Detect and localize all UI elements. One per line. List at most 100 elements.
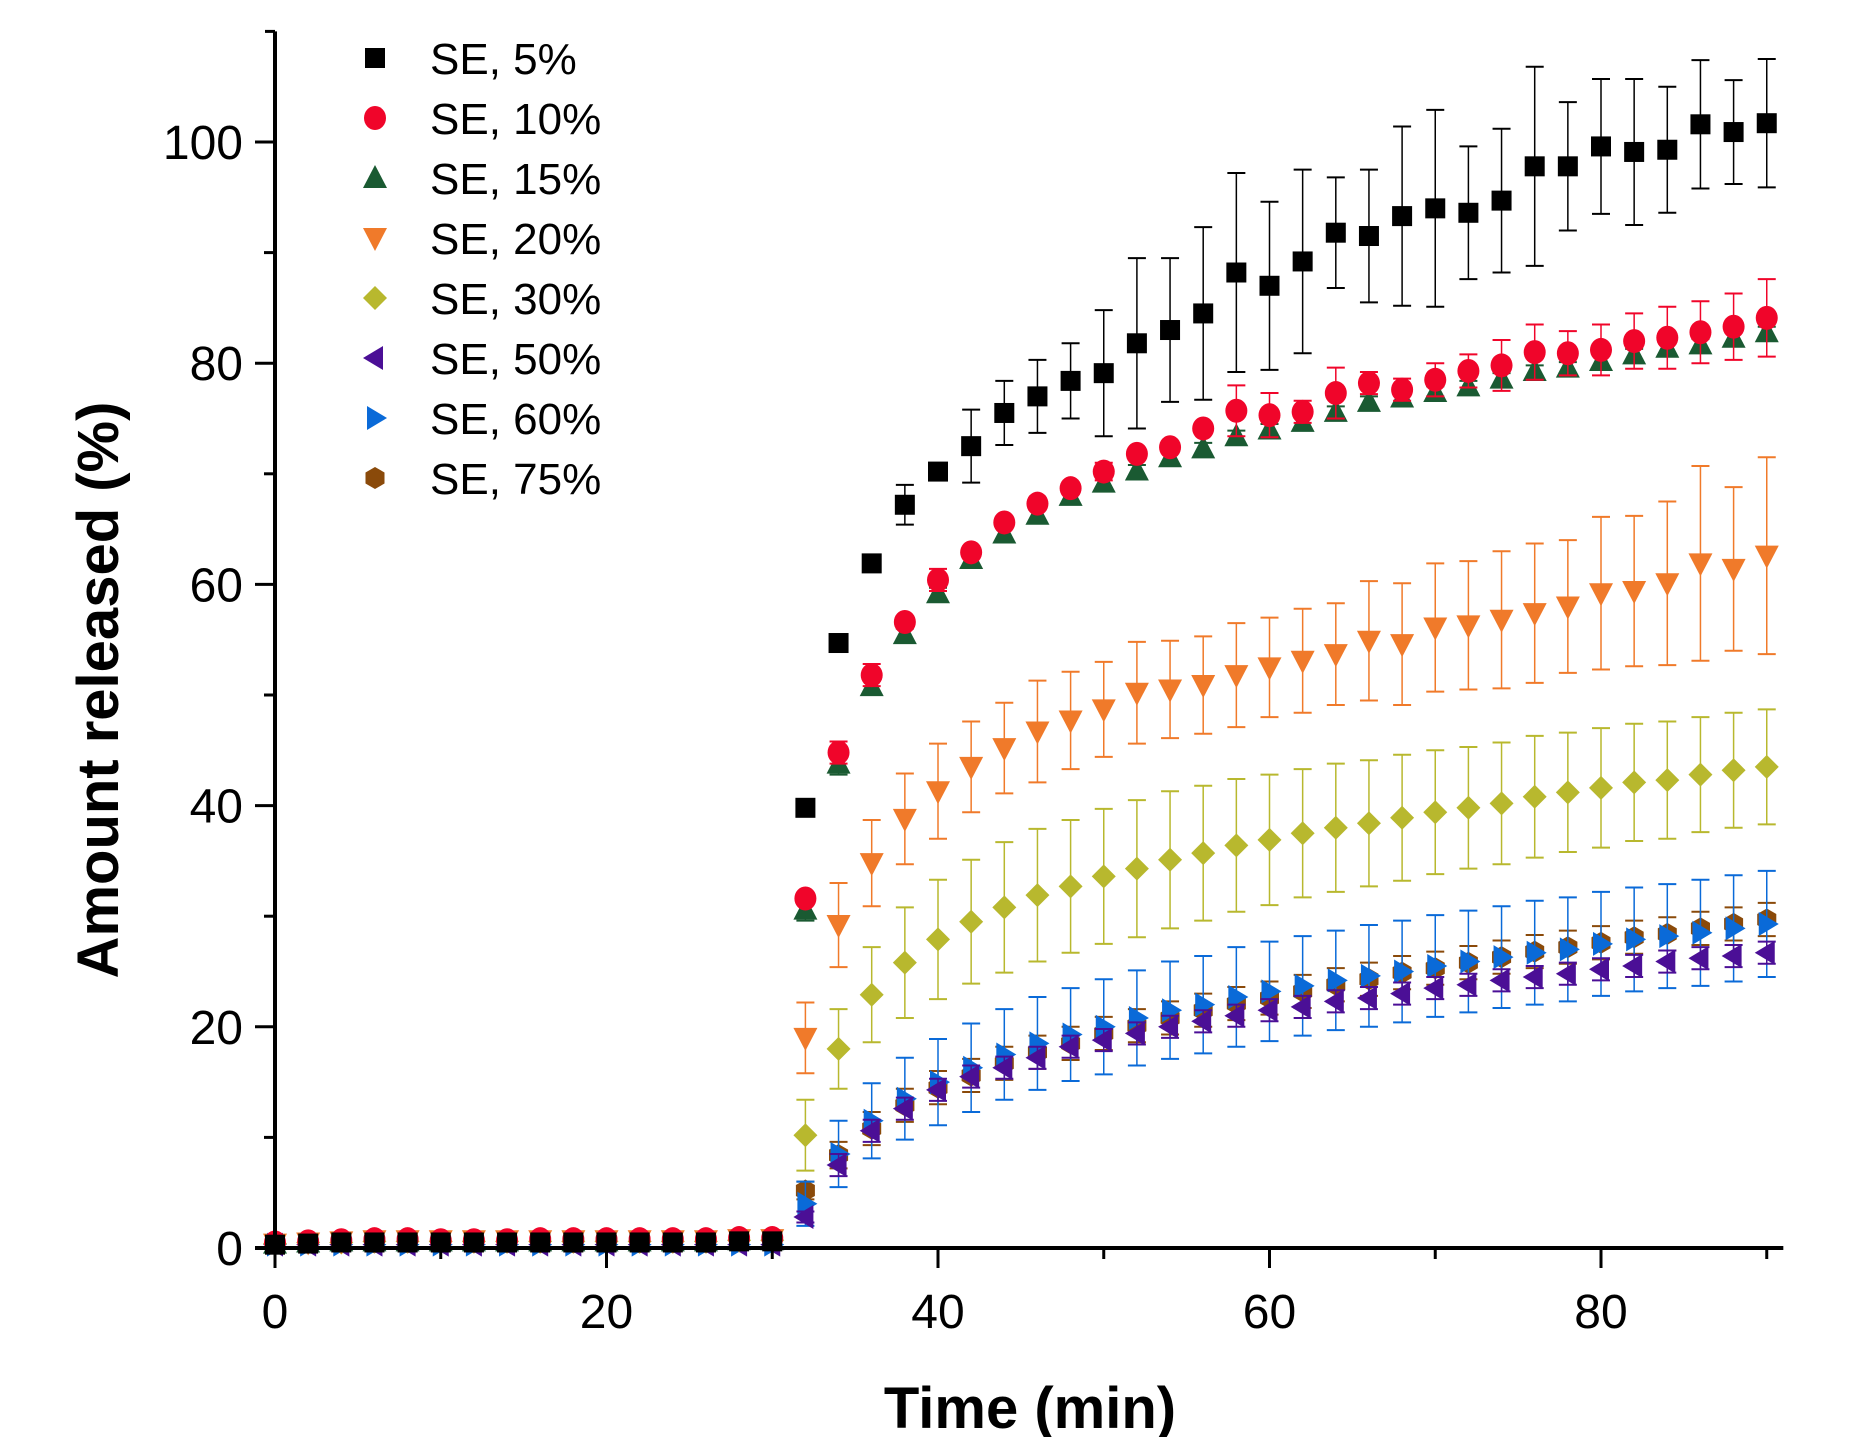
data-point: [1291, 399, 1314, 424]
data-point: [1091, 1028, 1112, 1053]
legend-item: SE, 60%: [367, 395, 601, 444]
data-point: [1721, 558, 1746, 582]
data-point: [1257, 657, 1282, 681]
legend-marker-icon: [363, 286, 387, 310]
data-point: [1425, 198, 1446, 219]
legend-item: SE, 20%: [363, 215, 601, 264]
data-point: [1754, 754, 1779, 779]
data-point: [1192, 416, 1215, 441]
data-point: [1327, 968, 1348, 993]
data-point: [959, 1064, 980, 1089]
data-point: [1124, 682, 1149, 706]
data-point: [959, 756, 984, 780]
data-point: [1590, 337, 1612, 362]
data-point: [1555, 961, 1576, 986]
data-point: [1224, 665, 1249, 689]
data-point: [1228, 984, 1249, 1009]
x-tick-label: 80: [1574, 1286, 1627, 1339]
data-point: [1356, 630, 1381, 654]
data-point: [1522, 603, 1547, 627]
data-point: [1292, 251, 1313, 272]
data-point: [1526, 940, 1547, 965]
legend-item: SE, 30%: [363, 275, 601, 324]
legend-label: SE, 60%: [430, 395, 601, 444]
data-point: [1092, 459, 1115, 484]
legend-marker-icon: [363, 346, 383, 370]
data-point: [1026, 491, 1049, 516]
data-point: [1692, 920, 1713, 945]
data-point: [1191, 1009, 1212, 1034]
data-point: [1457, 358, 1480, 383]
data-point: [927, 567, 949, 592]
data-point: [1589, 957, 1609, 982]
data-point: [1124, 1021, 1145, 1046]
series-se-5-: [265, 58, 1777, 1255]
data-point: [1688, 553, 1713, 577]
x-tick-label: 0: [262, 1286, 289, 1339]
data-point: [1689, 320, 1712, 345]
data-point: [1025, 883, 1050, 908]
legend-marker-icon: [367, 406, 387, 430]
data-point: [1356, 986, 1377, 1011]
data-point: [1490, 353, 1513, 378]
data-point: [1261, 979, 1282, 1004]
data-point: [1659, 924, 1680, 949]
data-point: [1059, 476, 1082, 501]
data-point: [1593, 931, 1613, 956]
x-tick-label: 20: [580, 1286, 633, 1339]
data-point: [860, 663, 883, 688]
data-point: [1091, 699, 1116, 723]
x-tick-label: 40: [911, 1286, 964, 1339]
data-point: [1557, 156, 1578, 177]
data-point: [1394, 959, 1415, 984]
data-point: [1356, 388, 1381, 412]
data-point: [1224, 1003, 1245, 1028]
data-point: [892, 950, 917, 975]
data-point: [992, 738, 1017, 762]
series-se-20-: [263, 456, 1779, 1257]
data-point: [892, 1096, 913, 1121]
data-point: [1622, 770, 1647, 795]
legend-label: SE, 10%: [430, 95, 601, 144]
y-tick-label: 80: [190, 338, 243, 391]
data-point: [1027, 386, 1048, 407]
legend-item: SE, 10%: [364, 95, 601, 144]
x-axis-title: Time (min): [884, 1376, 1176, 1437]
data-point: [1091, 864, 1116, 889]
data-point: [1226, 262, 1247, 283]
data-point: [1391, 377, 1414, 402]
legend-label: SE, 20%: [430, 215, 601, 264]
data-point: [893, 610, 916, 635]
data-point: [928, 461, 948, 482]
data-point: [1159, 435, 1182, 460]
data-point: [1589, 583, 1613, 607]
data-point: [1324, 381, 1347, 406]
legend-marker-icon: [363, 228, 387, 251]
data-point: [1358, 226, 1379, 247]
data-point: [1489, 968, 1510, 993]
data-point: [1622, 581, 1647, 605]
data-point: [1522, 965, 1543, 990]
data-point: [1258, 403, 1281, 428]
data-point: [1489, 609, 1514, 633]
data-point: [1690, 114, 1711, 135]
data-point: [1456, 972, 1477, 997]
x-tick-label: 60: [1243, 1286, 1296, 1339]
data-point: [1191, 841, 1216, 866]
data-point: [1456, 615, 1481, 639]
data-point: [1688, 946, 1709, 971]
y-axis-title: Amount released (%): [66, 402, 131, 979]
data-point: [1290, 821, 1315, 846]
data-point: [1655, 573, 1680, 597]
data-point: [1390, 805, 1415, 830]
data-point: [1555, 780, 1580, 805]
data-point: [1224, 833, 1249, 858]
data-point: [1158, 679, 1183, 703]
data-point: [1257, 998, 1278, 1023]
data-point: [926, 927, 950, 952]
data-point: [1591, 136, 1611, 157]
data-point: [795, 797, 816, 818]
legend: SE, 5% SE, 10% SE, 15% SE, 20% SE, 30% SE, 50…: [363, 35, 601, 504]
data-point: [892, 808, 917, 832]
